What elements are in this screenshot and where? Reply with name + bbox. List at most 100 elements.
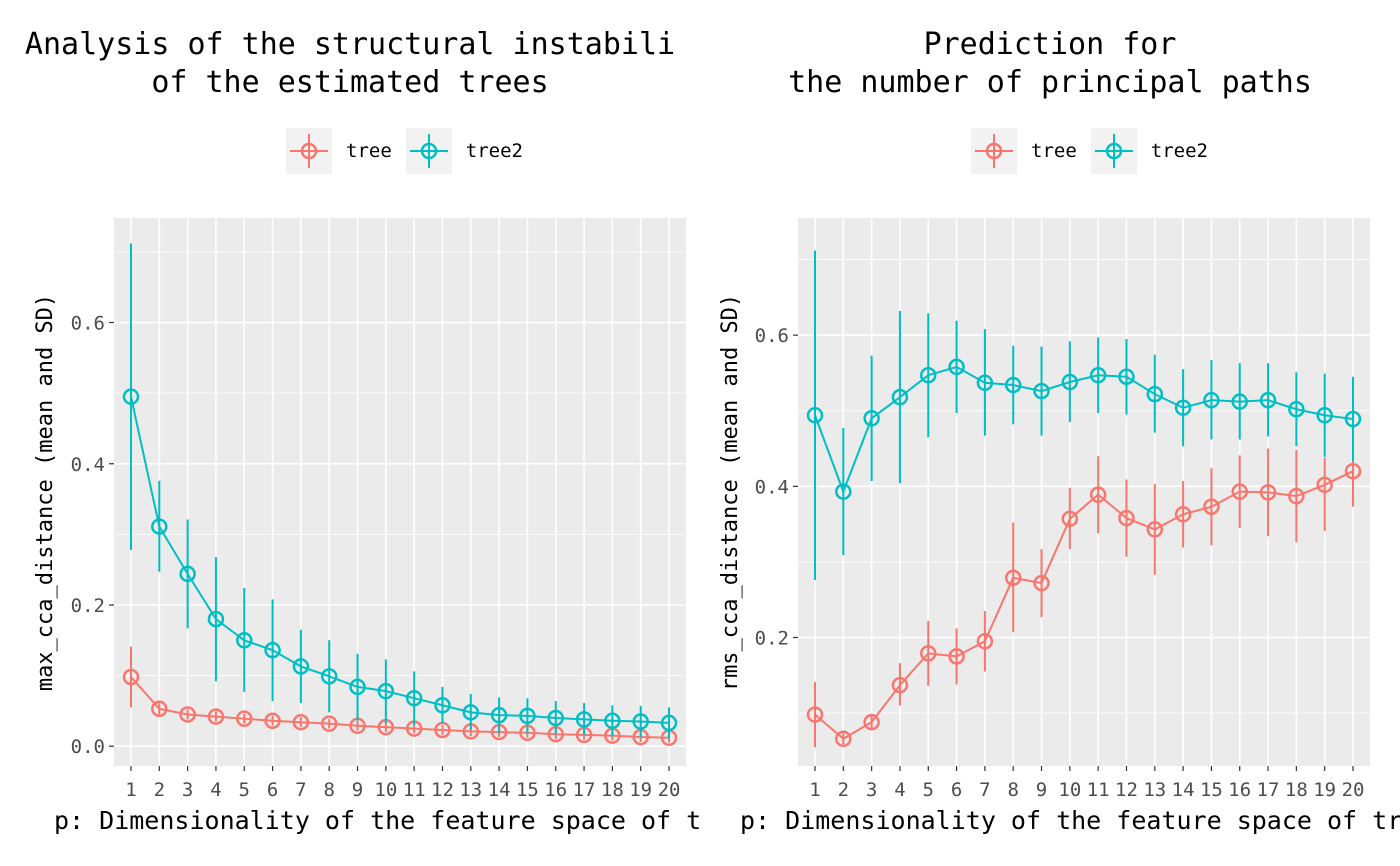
- x-tick-label: 8: [1007, 779, 1018, 801]
- x-tick-label: 19: [1313, 779, 1336, 801]
- x-tick-label: 5: [923, 779, 934, 801]
- x-tick-label: 9: [1036, 779, 1047, 801]
- data-point: [1344, 410, 1362, 428]
- y-tick-label: 0.2: [755, 628, 789, 650]
- chart-title-right: Prediction for the number of principal p…: [788, 27, 1312, 100]
- x-tick-label: 4: [210, 779, 221, 801]
- x-tick-label: 14: [488, 779, 511, 801]
- x-tick-label: 14: [1172, 779, 1195, 801]
- data-point: [604, 712, 621, 730]
- data-point: [1146, 385, 1164, 403]
- plot-background: [798, 218, 1370, 766]
- data-point: [1231, 393, 1248, 410]
- x-tick-label: 13: [1143, 779, 1166, 801]
- x-tick-label: 20: [658, 779, 681, 801]
- data-point: [1231, 483, 1248, 500]
- legend-label-tree2: tree2: [465, 140, 523, 162]
- x-tick-label: 1: [125, 779, 136, 801]
- series-tree2: [806, 250, 1362, 581]
- data-point: [1174, 506, 1192, 523]
- x-tick-label: 10: [1058, 779, 1081, 801]
- data-point: [207, 708, 225, 725]
- data-point: [292, 713, 310, 731]
- data-point: [835, 730, 852, 748]
- x-tick-label: 17: [573, 779, 596, 801]
- data-point: [920, 645, 937, 662]
- data-point: [806, 706, 824, 723]
- legend-label-tree: tree: [1031, 140, 1077, 162]
- data-point: [1316, 476, 1333, 494]
- data-point: [948, 358, 965, 376]
- x-tick-label: 15: [516, 779, 539, 801]
- x-tick-label: 12: [431, 779, 454, 801]
- data-point: [122, 668, 140, 686]
- x-tick-label: 11: [403, 779, 426, 801]
- x-tick-label: 18: [601, 779, 624, 801]
- data-point: [1118, 368, 1135, 385]
- x-tick-label: 16: [1228, 779, 1251, 801]
- legend-item-tree: tree: [971, 128, 1077, 174]
- data-point: [264, 712, 281, 730]
- data-point: [519, 707, 536, 725]
- data-point: [349, 678, 366, 696]
- chart-panel-left: Analysis of the structural instabili of …: [24, 27, 700, 835]
- y-tick-label: 0.4: [755, 476, 789, 498]
- data-point: [863, 410, 880, 427]
- data-point: [179, 565, 196, 583]
- chart-title-left: Analysis of the structural instabili of …: [24, 27, 676, 100]
- data-point: [1004, 376, 1022, 394]
- x-tick-label: 16: [544, 779, 567, 801]
- data-point: [264, 641, 281, 659]
- data-point: [320, 715, 338, 732]
- plot-background: [114, 218, 686, 766]
- x-tick-label: 19: [629, 779, 652, 801]
- legend-key-tree2: [1090, 128, 1137, 174]
- data-point: [292, 658, 310, 675]
- data-point: [920, 366, 937, 384]
- legend-left: tree tree2: [286, 128, 537, 174]
- data-point: [1061, 510, 1079, 528]
- data-point: [891, 388, 909, 406]
- y-axis-label-right: rms_cca_distance (mean and SD): [717, 293, 743, 691]
- series-tree: [806, 448, 1362, 748]
- data-point: [1061, 373, 1079, 391]
- data-point: [1344, 462, 1362, 480]
- data-point: [151, 518, 168, 535]
- data-point: [806, 407, 824, 424]
- data-point: [236, 710, 253, 727]
- series-line: [130, 676, 670, 739]
- data-point: [1004, 569, 1022, 587]
- data-point: [976, 374, 994, 392]
- data-point: [1033, 574, 1050, 592]
- data-point: [207, 610, 225, 628]
- plot-area-left: 0.00.20.40.61 2 3 4 5 6 7 8 9 10 11 12 13 14 15 16 17 18 1…: [71, 218, 686, 801]
- x-tick-label: 6: [267, 779, 278, 801]
- x-tick-label: 5: [239, 779, 250, 801]
- data-point: [122, 388, 140, 405]
- y-axis-label-left: max_cca_distance (mean and SD): [32, 293, 58, 691]
- x-tick-label: 6: [951, 779, 962, 801]
- legend-key-tree2: [405, 128, 452, 174]
- y-tick-label: 0.2: [71, 595, 105, 617]
- legend-label-tree: tree: [346, 140, 392, 162]
- y-tick-label: 0.6: [755, 325, 789, 347]
- x-tick-label: 3: [866, 779, 877, 801]
- data-point: [1089, 366, 1107, 384]
- x-tick-label: 12: [1115, 779, 1138, 801]
- x-tick-label: 11: [1087, 779, 1110, 801]
- x-tick-label: 15: [1200, 779, 1223, 801]
- data-point: [948, 648, 965, 665]
- x-tick-label: 3: [182, 779, 193, 801]
- x-axis-label-right: p: Dimensionality of the feature space o…: [740, 806, 1400, 835]
- data-point: [1288, 400, 1305, 418]
- data-point: [1259, 484, 1277, 501]
- x-tick-label: 4: [894, 779, 905, 801]
- chart-panel-right: Prediction for the number of principal p…: [700, 0, 1400, 866]
- legend-key-tree: [286, 128, 332, 174]
- x-tick-label: 8: [323, 779, 334, 801]
- plot-area-right: 0.20.40.61 2 3 4 5 6 7 8 9 10 11 12 13 14 15 16 17 18 19 20: [755, 218, 1370, 801]
- data-point: [1174, 399, 1192, 416]
- data-point: [462, 704, 480, 721]
- x-tick-label: 1: [809, 779, 820, 801]
- x-tick-label: 20: [1342, 779, 1365, 801]
